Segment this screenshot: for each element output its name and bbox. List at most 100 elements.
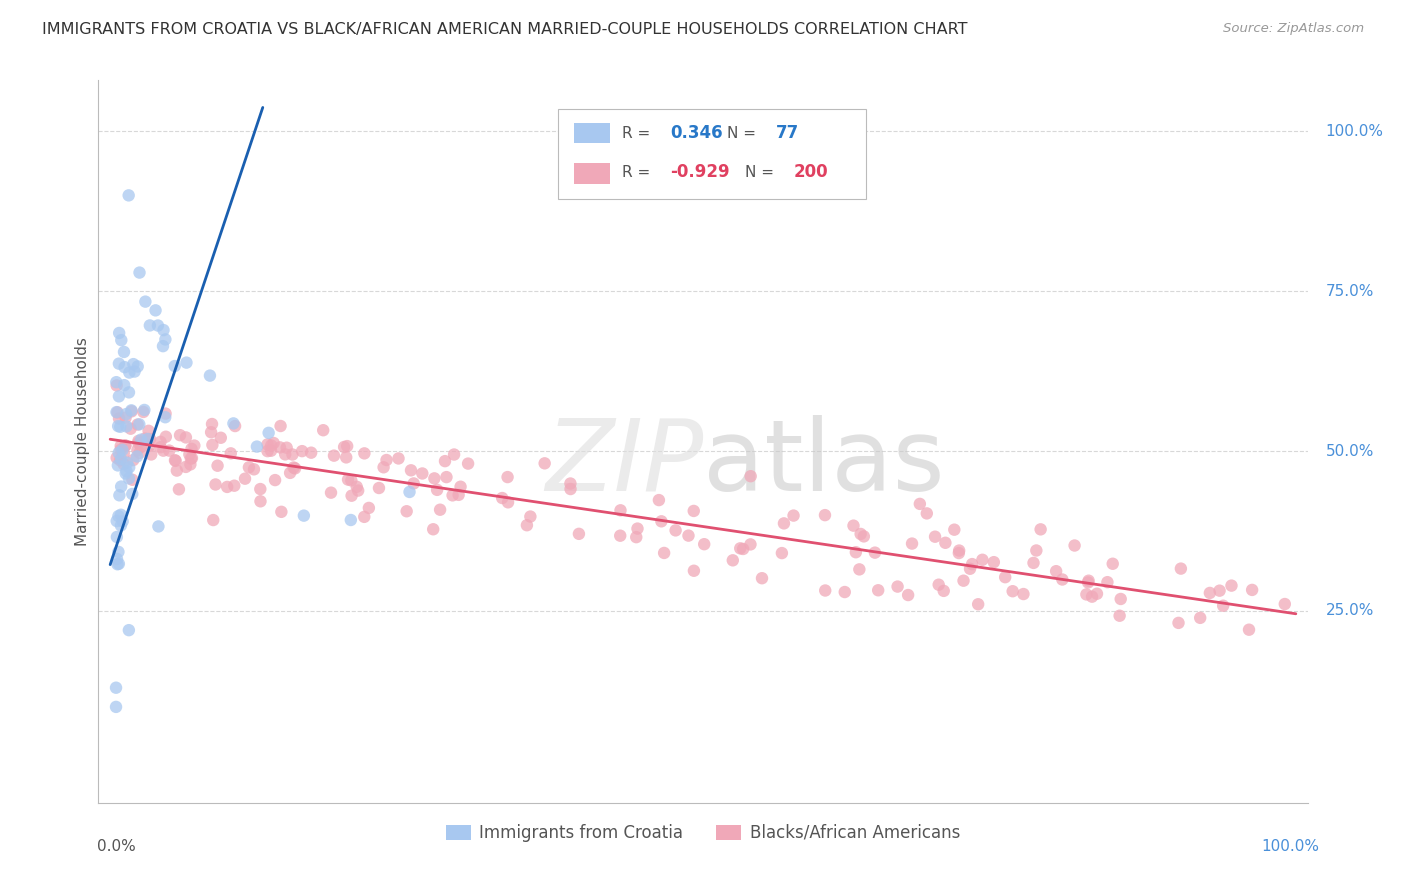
Text: atlas: atlas [703,415,945,512]
Point [652,546,675,560]
Point [115,419,138,434]
Point [426,483,449,497]
Point [107,419,129,434]
Point [346,480,368,494]
Point [200,425,222,440]
Point [609,529,631,543]
Point [155,430,177,444]
Point [1077,574,1099,588]
Point [994,570,1017,584]
Point [353,509,375,524]
Point [269,441,291,455]
Point [115,456,138,470]
Point [423,471,446,485]
Point [138,439,160,453]
Point [496,495,519,509]
Point [848,562,870,576]
Point [108,557,131,571]
Point [1052,573,1074,587]
Bar [574,123,610,143]
Point [665,524,688,538]
Point [959,562,981,576]
Point [491,491,513,505]
Point [105,552,128,566]
Point [450,480,472,494]
Point [146,318,169,333]
Point [335,450,357,465]
Point [340,474,363,488]
Point [181,451,204,466]
Point [129,433,152,447]
Point [375,453,398,467]
Point [129,440,152,454]
Point [127,443,149,458]
Point [337,473,360,487]
Point [149,434,172,449]
Point [118,188,141,202]
Point [260,438,283,452]
Point [108,357,131,371]
Point [134,432,156,446]
Text: 100.0%: 100.0% [1326,124,1384,139]
Point [1101,557,1123,571]
Point [782,508,804,523]
Text: 50.0%: 50.0% [1326,443,1374,458]
Point [924,530,946,544]
Point [740,537,762,551]
Point [115,407,138,421]
Point [114,467,136,481]
Point [814,508,837,523]
Point [105,375,128,389]
Point [125,450,148,464]
Point [274,447,297,461]
Point [180,442,202,456]
Point [118,471,141,485]
Text: Source: ZipAtlas.com: Source: ZipAtlas.com [1223,22,1364,36]
Point [155,410,177,425]
Point [1012,587,1035,601]
Point [560,482,582,496]
Point [648,493,671,508]
Point [373,460,395,475]
Point [105,681,128,695]
Point [1085,587,1108,601]
Point [107,545,129,559]
Point [152,443,174,458]
Point [183,439,205,453]
Point [105,405,128,419]
Point [721,553,744,567]
Point [683,564,706,578]
Point [201,438,224,452]
Point [1081,590,1104,604]
Point [284,461,307,475]
Point [180,451,202,466]
Point [134,403,156,417]
Point [387,451,409,466]
Point [626,522,648,536]
Point [1109,592,1132,607]
Point [928,577,950,591]
Point [626,530,648,544]
Point [202,513,225,527]
Point [107,509,129,524]
Point [429,502,451,516]
Point [124,365,146,379]
Point [842,518,865,533]
Point [863,546,886,560]
Point [163,359,186,373]
Point [128,446,150,460]
Point [110,452,132,467]
Text: 77: 77 [776,124,799,142]
Point [148,519,170,533]
Point [118,623,141,637]
Point [323,449,346,463]
Point [1045,564,1067,578]
Point [270,419,292,434]
Point [163,453,186,467]
Point [967,597,990,611]
Point [693,537,716,551]
FancyBboxPatch shape [558,109,866,200]
Point [1170,561,1192,575]
Point [114,439,136,453]
Point [155,333,177,347]
